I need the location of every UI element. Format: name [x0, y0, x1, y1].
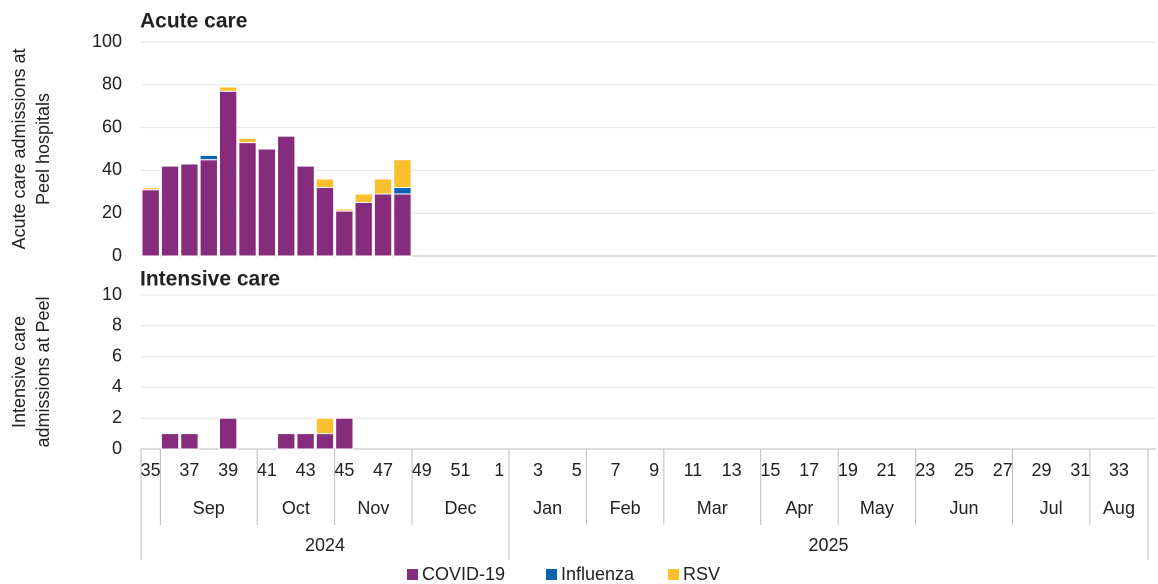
bar-segment: [354, 193, 373, 204]
group-label: Mar: [697, 498, 728, 518]
bar-segment: [296, 433, 315, 450]
x-tick-label: 15: [760, 460, 780, 480]
legend-label: Influenza: [561, 564, 635, 584]
group-label: Jul: [1040, 498, 1063, 518]
bar-segment: [277, 135, 296, 257]
legend-label: COVID-19: [422, 564, 505, 584]
bar-segment: [354, 202, 373, 257]
bar-segment: [315, 417, 335, 435]
x-tick-label: 31: [1070, 460, 1090, 480]
group-label: 2025: [808, 535, 848, 555]
x-tick-label: 3: [533, 460, 543, 480]
x-tick-label: 19: [838, 460, 858, 480]
x-tick-label: 27: [993, 460, 1013, 480]
chart-title: Acute care: [140, 10, 247, 33]
y-axis-title-line: Peel hospitals: [33, 93, 53, 205]
x-tick-label: 39: [218, 460, 238, 480]
group-label: Feb: [610, 498, 641, 518]
bar-segment: [277, 433, 296, 450]
y-tick-label: 10: [102, 284, 122, 304]
bar-segment: [335, 417, 354, 450]
bar-segment: [393, 159, 412, 189]
y-tick-label: 100: [92, 31, 122, 51]
group-label: 2024: [305, 535, 345, 555]
y-tick-label: 4: [112, 376, 122, 396]
bar-segment: [160, 433, 180, 450]
y-tick-label: 60: [102, 116, 122, 136]
bar-segment: [257, 148, 277, 257]
group-label: Nov: [357, 498, 389, 518]
bar-segment: [218, 417, 238, 450]
bar-segment: [141, 187, 160, 191]
bar-segment: [315, 178, 335, 189]
bar-segment: [373, 193, 393, 257]
y-tick-label: 0: [112, 245, 122, 265]
group-label: Sep: [193, 498, 225, 518]
y-tick-label: 8: [112, 315, 122, 335]
x-tick-label: 43: [296, 460, 316, 480]
y-tick-label: 2: [112, 407, 122, 427]
x-tick-label: 37: [179, 460, 199, 480]
bar-segment: [393, 193, 412, 257]
bar-segment: [218, 90, 238, 257]
y-tick-label: 0: [112, 438, 122, 458]
x-tick-label: 5: [572, 460, 582, 480]
bar-segment: [199, 154, 218, 161]
bar-segment: [296, 165, 315, 257]
x-tick-label: 47: [373, 460, 393, 480]
bar-segment: [315, 433, 335, 450]
y-axis-title-line: Acute care admissions at: [9, 48, 29, 249]
y-axis-title: Acute care admissions at Peel hospitals: [9, 48, 53, 249]
bar-segment: [218, 86, 238, 92]
x-tick-label: 11: [684, 460, 703, 480]
bar-segment: [315, 187, 335, 257]
bar-segment: [141, 189, 160, 257]
group-label: Jun: [950, 498, 979, 518]
y-axis-title: Intensive care admissions at Peel: [9, 296, 53, 447]
group-label: Apr: [785, 498, 813, 518]
x-tick-label: 9: [649, 460, 659, 480]
group-label: Dec: [445, 498, 477, 518]
x-tick-label: 33: [1109, 460, 1129, 480]
x-tick-label: 49: [412, 460, 432, 480]
x-tick-label: 21: [877, 460, 897, 480]
bar-segment: [335, 210, 354, 257]
legend-swatch: [668, 569, 679, 580]
group-label: Aug: [1103, 498, 1135, 518]
x-tick-label: 25: [954, 460, 974, 480]
bar-segment: [160, 165, 180, 257]
x-tick-label: 13: [722, 460, 742, 480]
legend-swatch: [546, 569, 557, 580]
group-label: Jan: [533, 498, 562, 518]
y-tick-label: 40: [102, 159, 122, 179]
x-tick-label: 17: [799, 460, 819, 480]
chart-title: Intensive care: [140, 268, 280, 291]
legend-label: RSV: [683, 564, 720, 584]
bar-segment: [199, 159, 218, 257]
x-tick-label: 7: [610, 460, 620, 480]
x-tick-label: 1: [494, 460, 504, 480]
bar-segment: [238, 137, 257, 144]
y-tick-label: 6: [112, 345, 122, 365]
bar-segment: [180, 433, 199, 450]
group-label: May: [860, 498, 894, 518]
bar-segment: [373, 178, 393, 195]
x-tick-label: 35: [141, 460, 161, 480]
x-tick-label: 23: [915, 460, 935, 480]
bar-segment: [180, 163, 199, 257]
bar-segment: [393, 187, 412, 195]
group-label: Oct: [282, 498, 310, 518]
y-tick-label: 80: [102, 74, 122, 94]
x-tick-label: 29: [1031, 460, 1051, 480]
bar-segment: [335, 208, 354, 212]
bar-segment: [238, 142, 257, 257]
y-axis-title-line: admissions at Peel: [33, 296, 53, 447]
legend-swatch: [407, 569, 418, 580]
x-tick-label: 51: [451, 460, 471, 480]
x-tick-label: 45: [334, 460, 354, 480]
y-axis-title-line: Intensive care: [9, 316, 29, 428]
x-tick-label: 41: [257, 460, 277, 480]
y-tick-label: 20: [102, 202, 122, 222]
